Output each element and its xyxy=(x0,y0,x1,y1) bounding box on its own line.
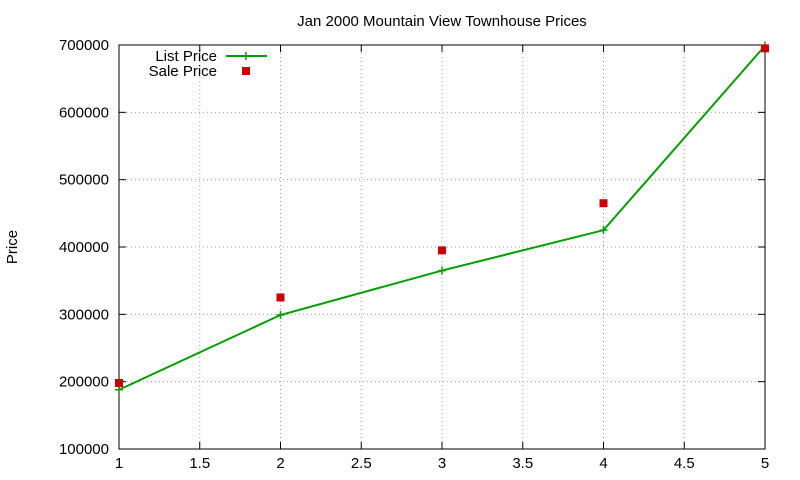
y-tick-label: 100000 xyxy=(59,441,109,458)
chart-title: Jan 2000 Mountain View Townhouse Prices xyxy=(297,13,587,30)
x-tick-label: 2 xyxy=(276,455,284,472)
sale-price-point xyxy=(438,246,446,255)
y-axis-label: Price xyxy=(4,230,21,264)
y-tick-label: 700000 xyxy=(59,37,109,54)
sale-price-point xyxy=(599,199,608,208)
grid xyxy=(119,45,765,449)
y-tick-label: 200000 xyxy=(59,374,109,391)
x-tick-label: 1.5 xyxy=(189,455,210,472)
list-price-point xyxy=(599,226,608,235)
list-price-point xyxy=(276,311,285,320)
x-tick-label: 5 xyxy=(761,455,769,472)
x-tick-label: 3.5 xyxy=(512,455,533,472)
axis-ticks: 1 1.5 2 2.5 3 3.5 4 4.5 5 100000 200000 300000 40000… xyxy=(59,37,769,472)
sale-price-point xyxy=(276,293,285,302)
list-price-point xyxy=(115,385,123,394)
y-tick-label: 300000 xyxy=(59,306,109,323)
list-price-point xyxy=(438,266,446,275)
y-tick-label: 600000 xyxy=(59,104,109,121)
x-tick-label: 1 xyxy=(115,455,123,472)
legend-list-price-label: List Price xyxy=(155,48,217,65)
legend-list-price-marker xyxy=(242,52,250,60)
y-tick-label: 400000 xyxy=(59,239,109,256)
series-layer xyxy=(115,41,769,394)
sale-price-point xyxy=(761,44,769,53)
x-tick-label: 4.5 xyxy=(674,455,695,472)
x-tick-label: 2.5 xyxy=(351,455,372,472)
legend-sale-price-label: Sale Price xyxy=(149,63,217,80)
legend-sale-price-marker xyxy=(242,67,250,75)
x-tick-label: 3 xyxy=(438,455,446,472)
sale-price-point xyxy=(115,379,123,388)
y-tick-label: 500000 xyxy=(59,172,109,189)
x-tick-label: 4 xyxy=(599,455,607,472)
